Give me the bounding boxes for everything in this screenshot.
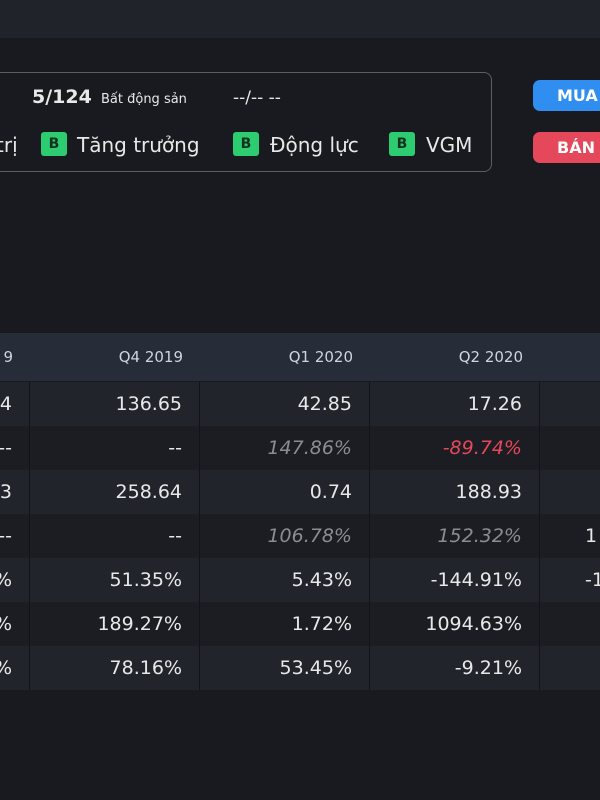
- sell-button[interactable]: BÁN: [533, 132, 600, 163]
- label: Tăng trưởng: [77, 133, 200, 157]
- date: --/-- --: [233, 88, 281, 108]
- table-cell: 51.35%: [30, 558, 200, 602]
- column-header: Q1 2020: [288, 348, 353, 366]
- table-cell: 1094.63%: [370, 602, 540, 646]
- table-cell: 17.26: [370, 382, 540, 426]
- table-cell: 106.78%: [200, 514, 370, 558]
- table-cell: 5.43%: [200, 558, 370, 602]
- table-cell: 258.64: [30, 470, 200, 514]
- table-cell: --: [30, 426, 200, 470]
- table-row: %78.16%53.45%-9.21%: [0, 646, 600, 690]
- table-cell: 33: [0, 470, 30, 514]
- table-cell: 0.74: [200, 470, 370, 514]
- table-cell: --: [30, 514, 200, 558]
- table-cell: -144.91%: [370, 558, 540, 602]
- label: trị: [0, 133, 18, 157]
- column-header: Q4 2019: [118, 348, 183, 366]
- column-header: Q2 2020: [458, 348, 523, 366]
- table-cell: 78.16%: [30, 646, 200, 690]
- label: Động lực: [270, 133, 359, 157]
- table-cell: -89.74%: [370, 426, 540, 470]
- table-cell: 1.72%: [200, 602, 370, 646]
- table-cell: 152.32%: [370, 514, 540, 558]
- buy-button[interactable]: MUA: [533, 80, 600, 111]
- table-cell: --: [0, 426, 30, 470]
- table-cell: 136.65: [30, 382, 200, 426]
- table-cell: -9.21%: [370, 646, 540, 690]
- table-cell: -1: [585, 569, 600, 591]
- column-header: 9: [3, 348, 13, 366]
- table-cell: 53.45%: [200, 646, 370, 690]
- table-header: 9 Q4 2019 Q1 2020 Q2 2020: [0, 333, 600, 381]
- table-cell: --: [0, 514, 30, 558]
- label: VGM: [426, 133, 473, 157]
- badge: B: [41, 132, 67, 156]
- badge: B: [389, 132, 415, 156]
- table-cell: 54: [0, 382, 30, 426]
- table-cell: 42.85: [200, 382, 370, 426]
- table-row: ----106.78%152.32%1: [0, 514, 600, 558]
- table-row: %189.27%1.72%1094.63%: [0, 602, 600, 646]
- sector: Bất động sản: [101, 92, 187, 107]
- table-cell: %: [0, 558, 30, 602]
- table-cell: %: [0, 646, 30, 690]
- rank: 5/124: [32, 86, 92, 108]
- info-box: [0, 72, 492, 172]
- top-bar: [0, 0, 600, 38]
- badge: B: [233, 132, 259, 156]
- table-cell: 188.93: [370, 470, 540, 514]
- table-cell: %: [0, 602, 30, 646]
- table-row: %51.35%5.43%-144.91% -1: [0, 558, 600, 602]
- table-cell: 147.86%: [200, 426, 370, 470]
- table-row: ----147.86%-89.74%: [0, 426, 600, 470]
- table-cell: 189.27%: [30, 602, 200, 646]
- table-cell: 1: [585, 525, 598, 547]
